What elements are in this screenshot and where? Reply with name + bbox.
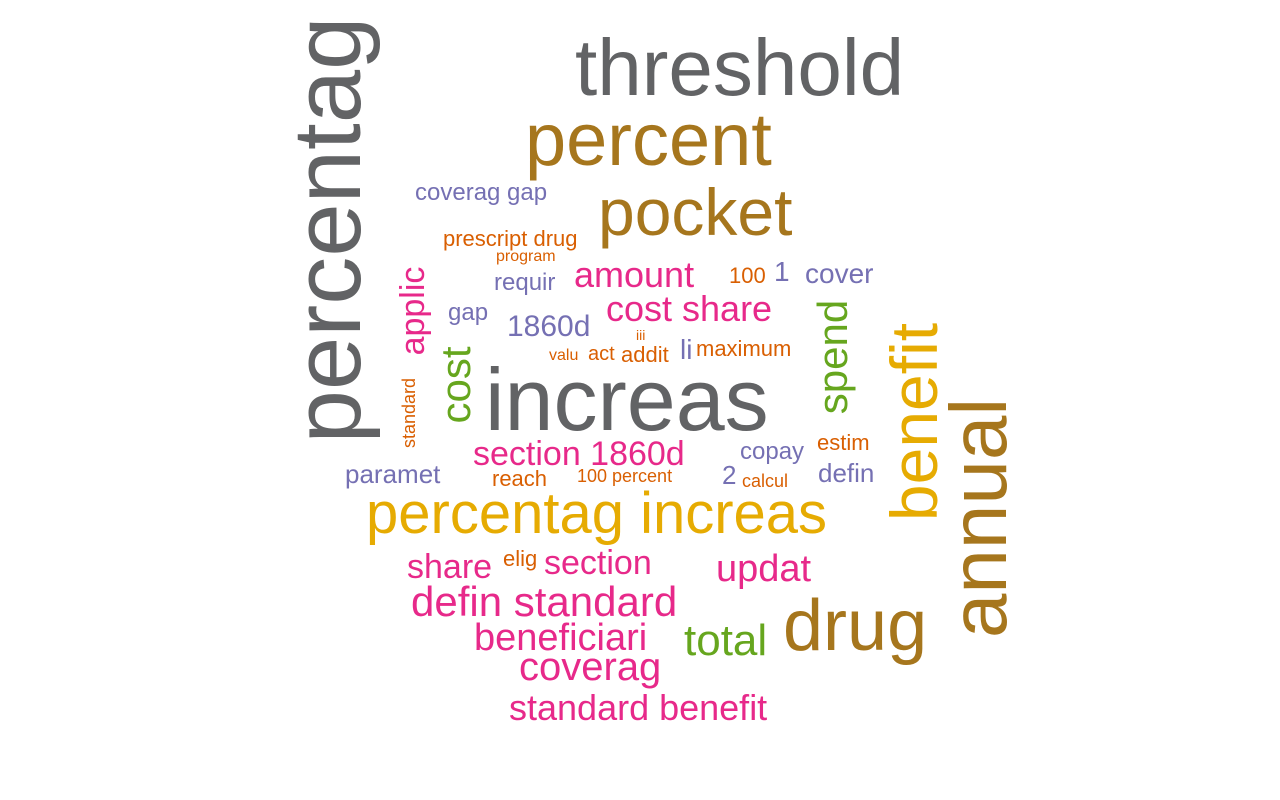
word-amount: amount: [574, 254, 695, 295]
word-calcul: calcul: [742, 471, 789, 491]
word-program: program: [496, 248, 556, 265]
word-section: section: [544, 544, 652, 582]
word-beneficiari: beneficiari: [474, 617, 648, 659]
word-drug: drug: [783, 586, 928, 666]
word-coverag-gap: coverag gap: [415, 179, 548, 206]
word-applic: applic: [394, 266, 432, 356]
word-cost: cost: [432, 346, 479, 424]
word-defin: defin: [818, 458, 875, 488]
word-standard-benefit: standard benefit: [509, 687, 768, 728]
word-elig: elig: [503, 546, 538, 571]
word-estim: estim: [817, 430, 870, 455]
word-addit: addit: [621, 342, 669, 367]
word-spend: spend: [809, 299, 856, 415]
word-li: li: [680, 334, 693, 365]
word-coverag: coverag: [519, 645, 662, 689]
word-gap: gap: [448, 299, 489, 326]
word-annual: annual: [934, 397, 1023, 639]
word-pocket: pocket: [598, 175, 793, 249]
word-iii: iii: [636, 327, 646, 343]
word-share: share: [407, 548, 493, 586]
word-percentag-increas: percentag increas: [366, 481, 828, 546]
word-standard: standard: [399, 377, 419, 449]
word-prescript-drug: prescript drug: [443, 226, 578, 251]
word-section-1860d: section 1860d: [473, 435, 685, 473]
word-updat: updat: [716, 548, 812, 590]
word-maximum: maximum: [696, 336, 792, 361]
word-2: 2: [722, 460, 737, 490]
word-reach: reach: [492, 466, 548, 491]
word-threshold: threshold: [575, 23, 905, 112]
word-cover: cover: [805, 258, 874, 289]
word-total: total: [684, 616, 768, 665]
word-1860d: 1860d: [507, 310, 591, 343]
word-requir: requir: [494, 269, 556, 296]
word-percentag-vertical: percentag: [274, 16, 381, 444]
word-copay: copay: [740, 438, 805, 465]
word-defin-standard: defin standard: [411, 578, 678, 625]
word-increas: increas: [485, 350, 769, 449]
word-percent: percent: [525, 98, 772, 181]
word-100-percent: 100 percent: [577, 466, 673, 486]
word-cost-share: cost share: [606, 288, 773, 329]
word-valu: valu: [549, 347, 579, 364]
word-act: act: [588, 343, 615, 365]
word-1: 1: [774, 256, 790, 287]
word-100: 100: [729, 263, 766, 288]
word-paramet: paramet: [345, 459, 441, 489]
